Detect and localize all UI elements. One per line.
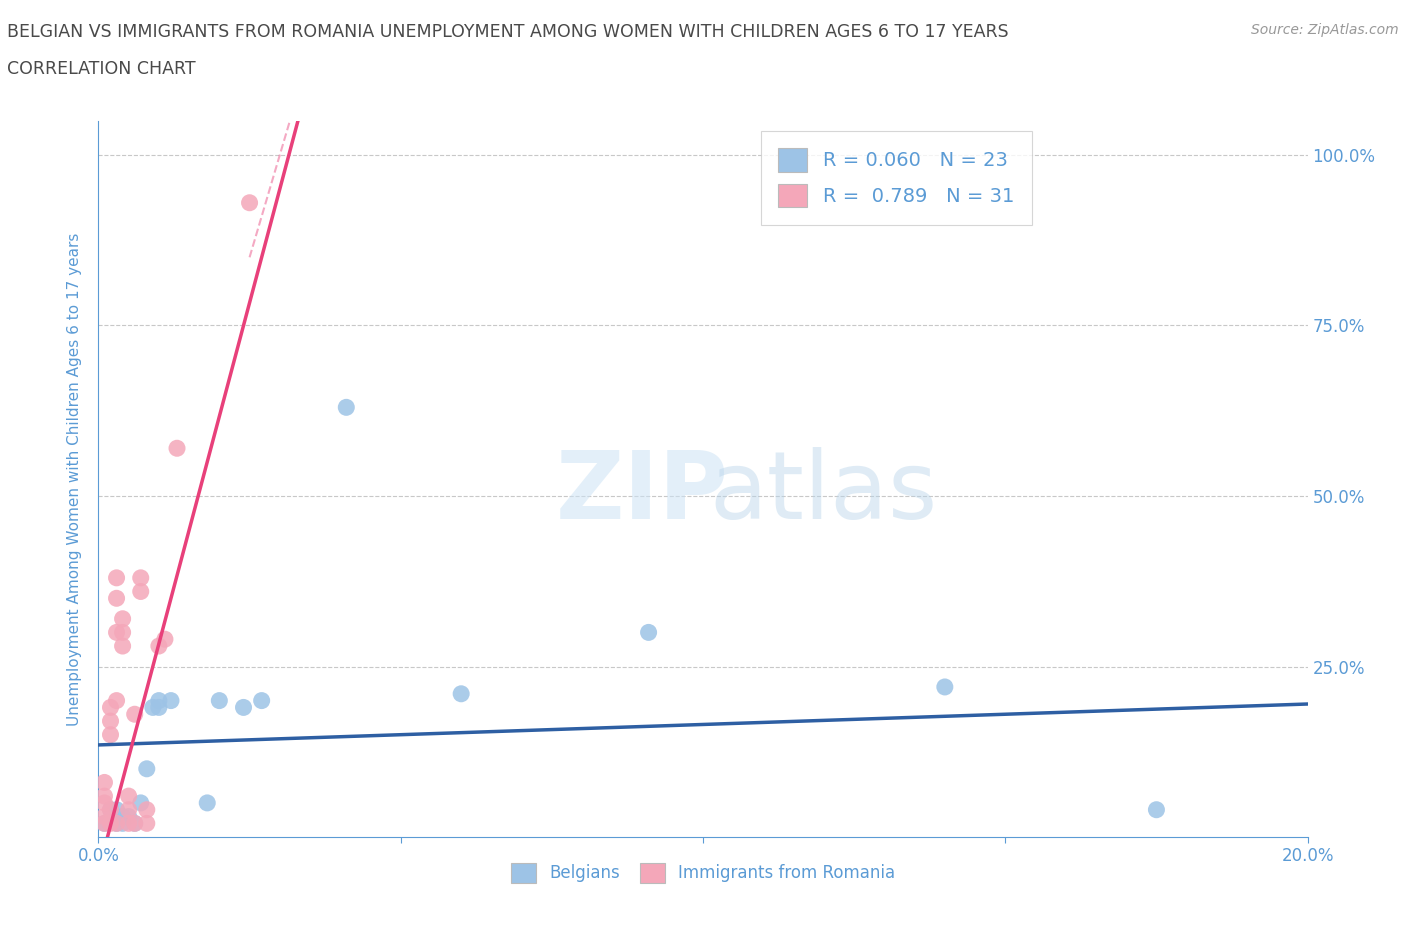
Point [118, 803, 141, 817]
Point [105, 625, 128, 640]
Point [93, 809, 115, 824]
Point [124, 816, 146, 830]
Text: ZIP: ZIP [557, 447, 728, 539]
Point [105, 693, 128, 708]
Point [100, 700, 122, 715]
Point [450, 686, 472, 701]
Point [232, 700, 254, 715]
Point [93, 789, 115, 804]
Legend: Belgians, Immigrants from Romania: Belgians, Immigrants from Romania [505, 856, 901, 889]
Point [239, 195, 262, 210]
Point [160, 693, 183, 708]
Point [934, 680, 956, 695]
Point [105, 570, 128, 585]
Point [135, 816, 157, 830]
Point [93, 816, 115, 830]
Point [135, 803, 157, 817]
Point [250, 693, 273, 708]
Y-axis label: Unemployment Among Women with Children Ages 6 to 17 years: Unemployment Among Women with Children A… [67, 232, 83, 725]
Text: atlas: atlas [710, 447, 938, 539]
Point [129, 584, 152, 599]
Point [135, 762, 157, 777]
Point [100, 803, 122, 817]
Point [100, 803, 122, 817]
Point [105, 816, 128, 830]
Point [100, 816, 122, 830]
Point [124, 816, 146, 830]
Point [111, 639, 134, 654]
Point [105, 803, 128, 817]
Point [148, 700, 170, 715]
Point [129, 570, 152, 585]
Point [637, 625, 659, 640]
Point [93, 795, 115, 810]
Point [208, 693, 231, 708]
Text: CORRELATION CHART: CORRELATION CHART [7, 60, 195, 78]
Point [166, 441, 188, 456]
Text: Source: ZipAtlas.com: Source: ZipAtlas.com [1251, 23, 1399, 37]
Point [335, 400, 357, 415]
Point [111, 809, 134, 824]
Point [105, 816, 128, 830]
Point [100, 713, 122, 728]
Point [105, 591, 128, 605]
Text: BELGIAN VS IMMIGRANTS FROM ROMANIA UNEMPLOYMENT AMONG WOMEN WITH CHILDREN AGES 6: BELGIAN VS IMMIGRANTS FROM ROMANIA UNEMP… [7, 23, 1008, 41]
Point [142, 700, 165, 715]
Point [111, 625, 134, 640]
Point [111, 611, 134, 626]
Point [118, 809, 141, 824]
Point [153, 631, 176, 646]
Point [118, 816, 141, 830]
Point [1144, 803, 1167, 817]
Point [111, 816, 134, 830]
Point [93, 775, 115, 790]
Point [118, 789, 141, 804]
Point [100, 727, 122, 742]
Point [129, 795, 152, 810]
Point [93, 816, 115, 830]
Point [124, 707, 146, 722]
Point [148, 693, 170, 708]
Point [195, 795, 218, 810]
Point [148, 639, 170, 654]
